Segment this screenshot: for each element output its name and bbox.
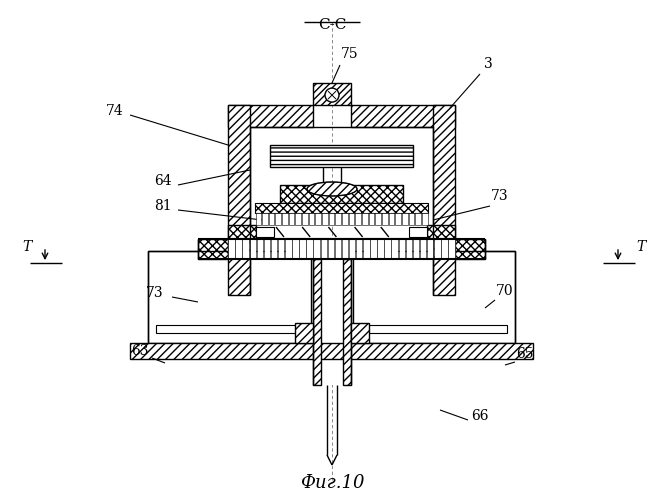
- Bar: [398, 239, 405, 259]
- Bar: [377, 239, 384, 259]
- Bar: [329, 213, 334, 225]
- Bar: [235, 239, 242, 259]
- Bar: [156, 325, 299, 333]
- Bar: [271, 239, 277, 259]
- Text: 63: 63: [131, 344, 149, 358]
- Bar: [270, 145, 413, 167]
- Bar: [455, 239, 485, 259]
- Bar: [306, 239, 313, 259]
- Bar: [362, 213, 367, 225]
- Bar: [356, 239, 363, 259]
- Bar: [280, 185, 403, 203]
- Circle shape: [325, 88, 339, 102]
- Bar: [422, 213, 428, 225]
- Bar: [415, 213, 421, 225]
- Bar: [349, 213, 354, 225]
- Bar: [375, 213, 381, 225]
- Text: 65: 65: [516, 347, 534, 361]
- Bar: [328, 239, 334, 259]
- Bar: [351, 323, 369, 343]
- Bar: [255, 203, 428, 213]
- Bar: [275, 213, 281, 225]
- Bar: [369, 213, 375, 225]
- Ellipse shape: [307, 182, 357, 196]
- Bar: [243, 239, 249, 259]
- Bar: [249, 239, 256, 259]
- Bar: [427, 239, 434, 259]
- Bar: [355, 213, 361, 225]
- Text: 81: 81: [154, 199, 172, 213]
- Bar: [282, 213, 288, 225]
- Bar: [342, 213, 347, 225]
- Text: 64: 64: [154, 174, 172, 188]
- Bar: [262, 213, 268, 225]
- Bar: [257, 239, 263, 259]
- Text: 75: 75: [341, 47, 359, 61]
- Bar: [228, 105, 313, 127]
- Bar: [295, 323, 313, 343]
- Bar: [264, 239, 271, 259]
- Bar: [255, 213, 261, 225]
- Bar: [148, 251, 311, 343]
- Bar: [391, 239, 398, 259]
- Bar: [316, 213, 321, 225]
- Bar: [420, 239, 426, 259]
- Bar: [313, 83, 351, 105]
- Bar: [289, 213, 294, 225]
- Bar: [408, 213, 414, 225]
- Bar: [342, 239, 348, 259]
- Bar: [302, 213, 308, 225]
- Bar: [441, 239, 448, 259]
- Bar: [365, 325, 507, 333]
- Bar: [427, 225, 455, 239]
- Text: 70: 70: [496, 284, 514, 298]
- Bar: [370, 239, 377, 259]
- Bar: [228, 239, 235, 259]
- Bar: [285, 239, 292, 259]
- Bar: [389, 213, 394, 225]
- Bar: [413, 239, 419, 259]
- Bar: [349, 239, 355, 259]
- Bar: [228, 225, 256, 239]
- Bar: [322, 213, 328, 225]
- Bar: [335, 213, 341, 225]
- Bar: [448, 239, 455, 259]
- Text: T: T: [636, 240, 645, 254]
- Text: 66: 66: [471, 409, 489, 423]
- Text: Фиг.10: Фиг.10: [300, 474, 364, 492]
- Bar: [198, 239, 228, 259]
- Text: 73: 73: [491, 189, 509, 203]
- Bar: [292, 239, 298, 259]
- Text: 3: 3: [483, 57, 493, 71]
- Bar: [314, 239, 320, 259]
- Bar: [433, 105, 455, 295]
- Bar: [321, 259, 343, 385]
- Bar: [299, 239, 306, 259]
- Text: 73: 73: [146, 286, 164, 300]
- Bar: [320, 239, 327, 259]
- Bar: [309, 213, 314, 225]
- Bar: [385, 239, 391, 259]
- Bar: [278, 239, 284, 259]
- Bar: [434, 239, 440, 259]
- Bar: [382, 213, 388, 225]
- Text: С-С: С-С: [318, 18, 346, 32]
- Bar: [130, 343, 533, 359]
- Bar: [269, 213, 274, 225]
- Bar: [343, 259, 351, 385]
- Text: 74: 74: [106, 104, 124, 118]
- Bar: [406, 239, 412, 259]
- Bar: [335, 239, 341, 259]
- Bar: [395, 213, 401, 225]
- Bar: [402, 213, 408, 225]
- Bar: [353, 251, 515, 343]
- Bar: [228, 105, 250, 295]
- Bar: [351, 105, 455, 127]
- Bar: [409, 227, 427, 237]
- Bar: [363, 239, 369, 259]
- Bar: [296, 213, 301, 225]
- Bar: [256, 227, 274, 237]
- Bar: [313, 259, 321, 385]
- Text: T: T: [22, 240, 31, 254]
